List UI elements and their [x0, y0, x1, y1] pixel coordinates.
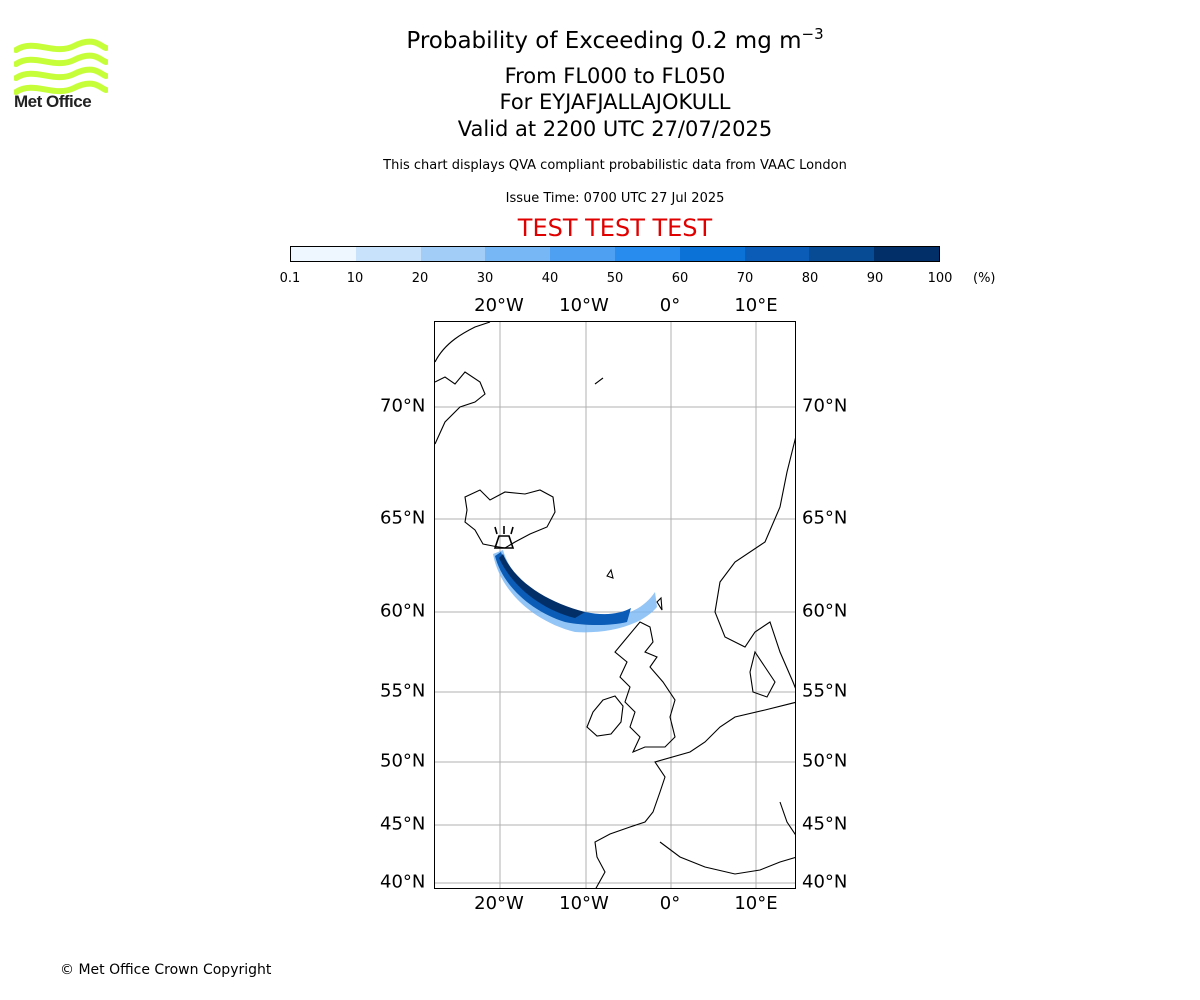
colorbar-tick-label: 100	[927, 271, 953, 286]
colorbar-tick-label: 80	[801, 271, 819, 286]
colorbar-swatch	[874, 247, 939, 261]
map-tick-label: 10°E	[734, 295, 778, 316]
map-tick-label: 0°	[659, 893, 681, 914]
issue-time: Issue Time: 0700 UTC 27 Jul 2025	[505, 191, 725, 206]
map-canvas	[435, 322, 795, 888]
map-tick-label: 40°N	[802, 871, 848, 893]
map-tick-label: 65°N	[802, 507, 848, 529]
map-tick-label: 0°	[659, 295, 681, 316]
met-office-logo-icon	[14, 38, 108, 95]
map-tick-label: 45°N	[380, 813, 426, 835]
colorbar-tick-label: 30	[476, 271, 494, 286]
colorbar-tick-label: 90	[866, 271, 884, 286]
colorbar-swatch	[355, 247, 421, 261]
disclaimer-text: This chart displays QVA compliant probab…	[383, 158, 847, 173]
volcano-icon	[493, 526, 515, 549]
graticule	[435, 322, 795, 888]
colorbar-swatch	[809, 247, 875, 261]
map-tick-label: 10°W	[559, 295, 609, 316]
map-tick-label: 20°W	[474, 893, 524, 914]
map-tick-label: 60°N	[380, 600, 426, 622]
test-banner: TEST TEST TEST	[517, 214, 713, 242]
colorbar-swatch	[291, 247, 356, 261]
colorbar-tick-label: 40	[541, 271, 559, 286]
copyright-notice: © Met Office Crown Copyright	[60, 962, 272, 978]
probability-colorbar	[290, 246, 940, 262]
met-office-logo-text: Met Office	[14, 92, 92, 111]
colorbar-tick-label: 0.1	[279, 271, 301, 286]
map-tick-label: 40°N	[380, 871, 426, 893]
map-tick-label: 50°N	[380, 750, 426, 772]
colorbar-unit: (%)	[973, 271, 996, 286]
volcano-name: For EYJAFJALLAJOKULL	[499, 90, 731, 114]
valid-time: Valid at 2200 UTC 27/07/2025	[457, 117, 773, 141]
colorbar-tick-label: 20	[411, 271, 429, 286]
map-tick-label: 45°N	[802, 813, 848, 835]
map-tick-label: 10°E	[734, 893, 778, 914]
map-tick-label: 50°N	[802, 750, 848, 772]
flight-level-range: From FL000 to FL050	[504, 64, 726, 88]
map-tick-label: 70°N	[802, 395, 848, 417]
colorbar-swatch	[614, 247, 680, 261]
map-tick-label: 70°N	[380, 395, 426, 417]
colorbar-tick-label: 60	[671, 271, 689, 286]
map-tick-label: 55°N	[802, 680, 848, 702]
map-tick-label: 60°N	[802, 600, 848, 622]
map-tick-label: 20°W	[474, 295, 524, 316]
chart-title: Probability of Exceeding 0.2 mg m−3	[406, 25, 824, 54]
colorbar-tick-label: 50	[606, 271, 624, 286]
map-tick-label: 55°N	[380, 680, 426, 702]
colorbar-swatch	[485, 247, 551, 261]
map-tick-label: 10°W	[559, 893, 609, 914]
colorbar-swatch	[679, 247, 745, 261]
colorbar-tick-label: 70	[736, 271, 754, 286]
map-tick-label: 65°N	[380, 507, 426, 529]
colorbar-swatch	[550, 247, 615, 261]
map-panel	[434, 321, 796, 889]
coastlines	[435, 322, 795, 888]
ash-plume	[493, 550, 657, 633]
colorbar-swatch	[420, 247, 486, 261]
colorbar-swatch	[744, 247, 810, 261]
colorbar-tick-label: 10	[346, 271, 364, 286]
